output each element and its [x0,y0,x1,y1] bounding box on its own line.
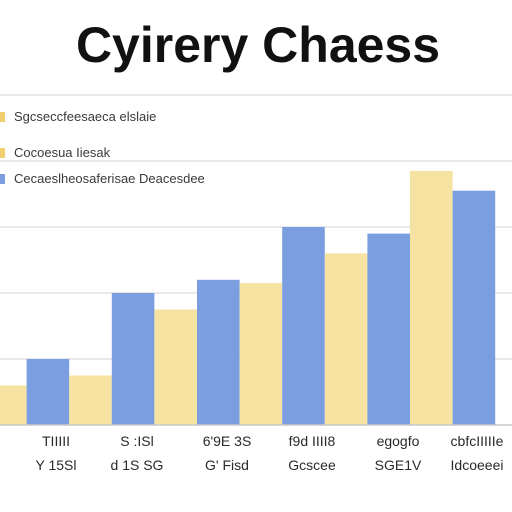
x-tick-label: G' Fisd [205,457,249,473]
x-tick-label: cbfcIIIIIe [451,433,504,449]
legend-item-1: Cocoesua Iiesak [0,145,111,160]
x-tick-label: d 1S SG [111,457,164,473]
bar-series-0-cat-0 [0,385,27,425]
bar-series-2-cat-5 [452,190,496,425]
bar-series-2-cat-2 [197,279,240,425]
x-tick-label: egogfo [377,433,420,449]
x-tick-label: Gcscee [288,457,336,473]
bar-series-0-cat-5 [410,170,453,425]
x-tick-label: TIIIII [42,433,70,449]
bar-series-2-cat-4 [367,233,410,425]
legend-item-0: Sgcseccfeesaeca elslaie [0,109,156,124]
legend-swatch [0,148,5,158]
x-tick-label: f9d IIII8 [289,433,336,449]
bars-group [0,170,496,425]
bar-series-0-cat-4 [324,253,368,425]
chart-title: Cyirery Chaess [76,17,440,73]
legend-label: Sgcseccfeesaeca elslaie [14,109,156,124]
bar-series-0-cat-1 [69,375,112,425]
legend-swatch [0,174,5,184]
legend-swatch [0,112,5,122]
legend: Sgcseccfeesaeca elslaie Cocoesua Iiesak Ce… [0,109,205,186]
legend-label: Cecaeslheosaferisae Deacesdee [14,171,205,186]
bar-series-2-cat-3 [282,227,325,425]
bar-series-2-cat-0 [26,359,70,425]
x-tick-label: SGE1V [375,457,422,473]
legend-item-2: Cecaeslheosaferisae Deacesdee [0,171,205,186]
x-tick-label: S :ISl [120,433,153,449]
bar-series-0-cat-3 [239,283,283,425]
x-tick-label: 6'9E 3S [203,433,252,449]
x-axis-tick-labels: TIIIII Y 15Sl S :ISl d 1S SG 6'9E 3S G' Fisd f… [36,433,504,473]
legend-label: Cocoesua Iiesak [14,145,111,160]
bar-series-0-cat-2 [154,309,197,425]
bar-series-2-cat-1 [111,293,155,425]
x-tick-label: Y 15Sl [36,457,77,473]
x-tick-label: Idcoeeei [451,457,504,473]
